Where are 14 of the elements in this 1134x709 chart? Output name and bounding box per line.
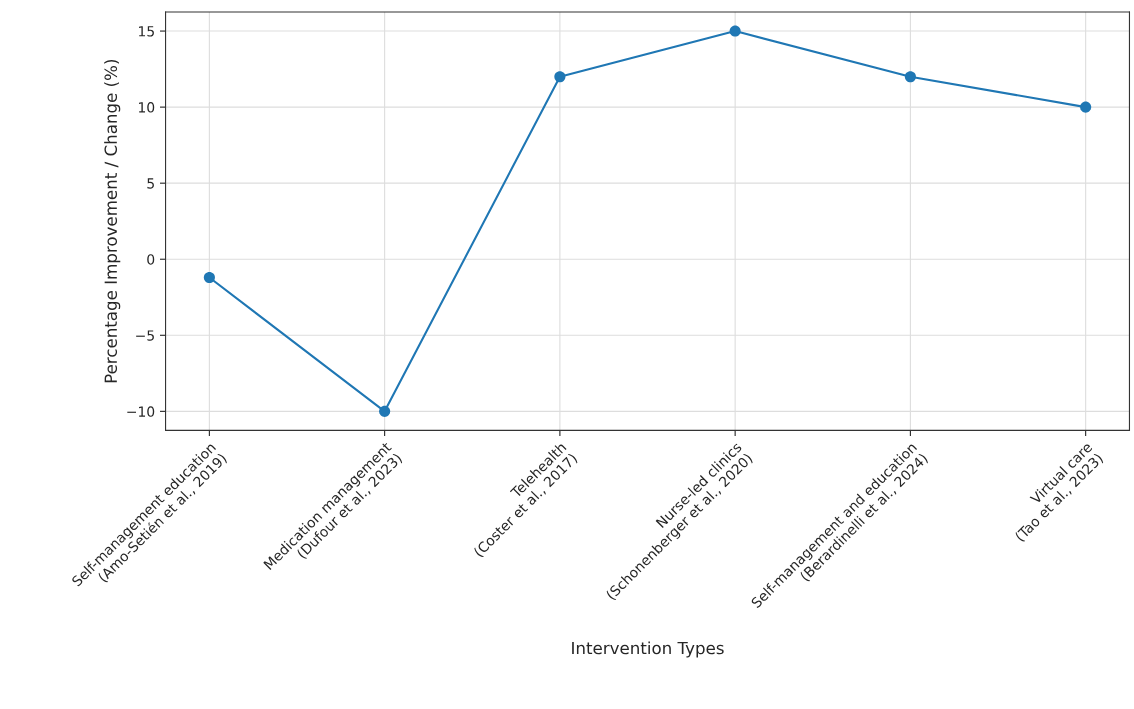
- x-axis-title: Intervention Types: [572, 641, 724, 658]
- point: [904, 71, 916, 83]
- point: [379, 405, 391, 417]
- point: [554, 71, 566, 83]
- y-tick-label: 5: [147, 178, 154, 189]
- y-tick-label: 15: [139, 26, 154, 37]
- y-tick-label: 10: [139, 102, 155, 113]
- point: [1080, 101, 1092, 113]
- y-tick-label: −10: [127, 406, 155, 417]
- point: [729, 25, 741, 37]
- y-tick-label: 0: [147, 254, 155, 265]
- y-axis-title: Percentage Improvement / Change (%): [104, 59, 121, 383]
- point: [203, 271, 215, 284]
- y-tick-label: −5: [136, 330, 154, 341]
